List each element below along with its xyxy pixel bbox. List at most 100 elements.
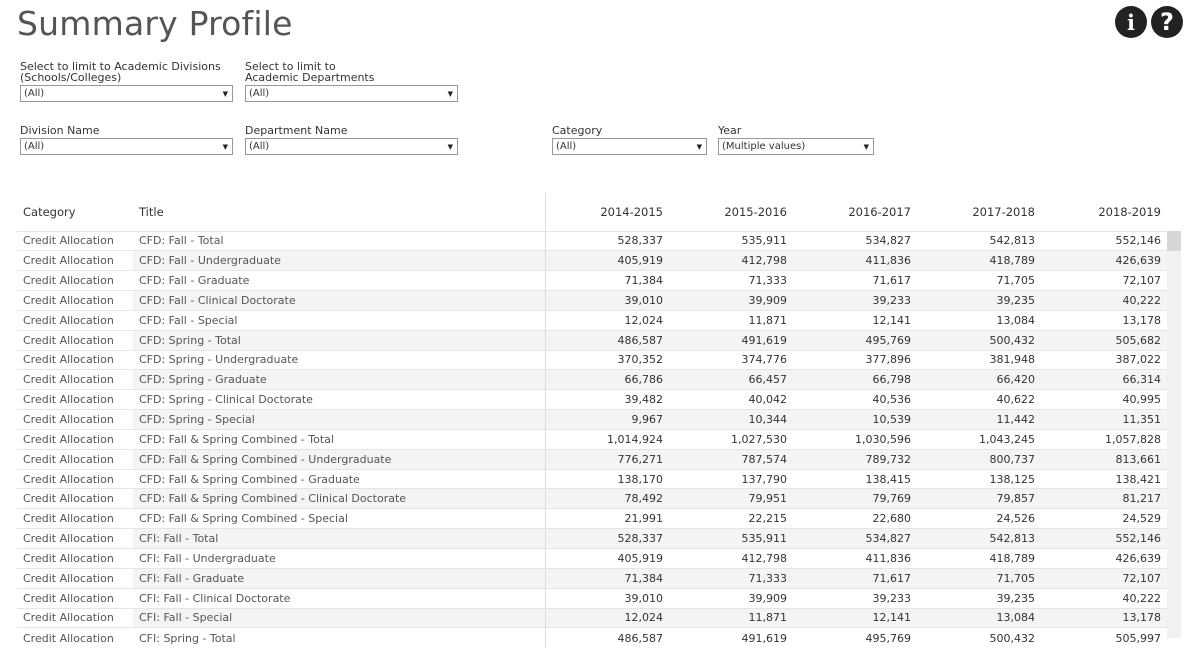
cell-value: 387,022 [1041, 349, 1167, 370]
cell-category: Credit Allocation [17, 349, 133, 370]
cell-value: 13,084 [917, 607, 1041, 628]
table-row[interactable]: Credit Allocation CFD: Spring - Special 9,… [17, 409, 1167, 430]
cell-category: Credit Allocation [17, 468, 133, 489]
table-row[interactable]: Credit Allocation CFD: Spring - Total 486,… [17, 329, 1167, 351]
cell-value: 39,482 [544, 389, 669, 410]
table-row[interactable]: Credit Allocation CFI: Fall - Special 12,0… [17, 607, 1167, 628]
question-circle-icon[interactable]: ? [1151, 6, 1183, 38]
cell-value: 528,337 [544, 528, 669, 549]
cell-category: Credit Allocation [17, 488, 133, 509]
table-row[interactable]: Credit Allocation CFI: Spring - Total 486,… [17, 627, 1167, 648]
cell-value: 11,871 [669, 607, 793, 628]
cell-value: 370,352 [544, 349, 669, 370]
cell-value: 486,587 [544, 329, 669, 351]
table-row[interactable]: Credit Allocation CFI: Fall - Clinical Do… [17, 587, 1167, 609]
cell-title: CFD: Spring - Graduate [133, 369, 545, 390]
cell-value: 552,146 [1041, 528, 1167, 549]
cell-value: 491,619 [669, 329, 793, 351]
cell-value: 22,215 [669, 508, 793, 529]
column-header-category[interactable]: Category [23, 204, 76, 219]
chevron-down-icon: ▼ [447, 89, 453, 98]
table-row[interactable]: Credit Allocation CFI: Fall - Graduate 71,… [17, 567, 1167, 589]
cell-value: 405,919 [544, 548, 669, 569]
cell-title: CFD: Fall - Total [133, 230, 545, 251]
category-dropdown[interactable]: (All) ▼ [552, 138, 707, 155]
table-row[interactable]: Credit Allocation CFD: Fall & Spring Comb… [17, 448, 1167, 470]
scrollbar-thumb[interactable] [1167, 231, 1181, 251]
cell-value: 40,222 [1041, 587, 1167, 609]
cell-value: 72,107 [1041, 270, 1167, 291]
table-row[interactable]: Credit Allocation CFI: Fall - Total 528,33… [17, 528, 1167, 549]
table-body: Credit Allocation CFD: Fall - Total 528,33… [17, 230, 1167, 648]
table-row[interactable]: Credit Allocation CFD: Fall - Special 12,0… [17, 309, 1167, 331]
cell-value: 39,235 [917, 290, 1041, 311]
cell-value: 535,911 [669, 230, 793, 251]
table-row[interactable]: Credit Allocation CFI: Fall - Undergradua… [17, 548, 1167, 569]
cell-value: 21,991 [544, 508, 669, 529]
cell-value: 79,769 [793, 488, 917, 509]
cell-category: Credit Allocation [17, 567, 133, 589]
cell-value: 505,682 [1041, 329, 1167, 351]
cell-value: 71,384 [544, 567, 669, 589]
column-header-2015-2016[interactable]: 2015-2016 [724, 204, 787, 219]
column-header-title[interactable]: Title [139, 204, 164, 219]
cell-title: CFD: Spring - Total [133, 329, 545, 351]
cell-value: 800,737 [917, 448, 1041, 470]
cell-value: 1,043,245 [917, 428, 1041, 450]
cell-value: 1,057,828 [1041, 428, 1167, 450]
division-name-dropdown[interactable]: (All) ▼ [20, 138, 233, 155]
table-row[interactable]: Credit Allocation CFD: Spring - Clinical … [17, 389, 1167, 410]
table-row[interactable]: Credit Allocation CFD: Fall & Spring Comb… [17, 488, 1167, 509]
cell-value: 787,574 [669, 448, 793, 470]
chevron-down-icon: ▼ [447, 142, 453, 151]
cell-title: CFI: Fall - Clinical Doctorate [133, 587, 545, 609]
table-row[interactable]: Credit Allocation CFD: Fall - Clinical Do… [17, 290, 1167, 311]
cell-value: 418,789 [917, 548, 1041, 569]
department-name-label: Department Name [245, 124, 348, 137]
table-row[interactable]: Credit Allocation CFD: Fall & Spring Comb… [17, 508, 1167, 529]
academic-departments-label: Select to limit to Academic Departments [245, 60, 375, 84]
table-row[interactable]: Credit Allocation CFD: Fall - Undergradua… [17, 250, 1167, 271]
table-scrollbar[interactable] [1167, 231, 1181, 638]
cell-value: 552,146 [1041, 230, 1167, 251]
cell-value: 12,141 [793, 607, 917, 628]
academic-divisions-dropdown[interactable]: (All) ▼ [20, 85, 233, 102]
division-name-value: (All) [24, 141, 45, 152]
table-row[interactable]: Credit Allocation CFD: Spring - Undergrad… [17, 349, 1167, 370]
chevron-down-icon: ▼ [696, 142, 702, 151]
cell-category: Credit Allocation [17, 389, 133, 410]
cell-value: 12,024 [544, 309, 669, 331]
column-header-2014-2015[interactable]: 2014-2015 [544, 193, 669, 231]
cell-title: CFD: Fall - Graduate [133, 270, 545, 291]
column-header-2017-2018[interactable]: 2017-2018 [972, 204, 1035, 219]
cell-category: Credit Allocation [17, 548, 133, 569]
cell-value: 71,705 [917, 567, 1041, 589]
cell-title: CFI: Fall - Undergraduate [133, 548, 545, 569]
cell-value: 13,178 [1041, 309, 1167, 331]
year-dropdown[interactable]: (Multiple values) ▼ [718, 138, 874, 155]
cell-category: Credit Allocation [17, 290, 133, 311]
department-name-dropdown[interactable]: (All) ▼ [245, 138, 458, 155]
cell-value: 66,798 [793, 369, 917, 390]
cell-title: CFD: Fall & Spring Combined - Undergradu… [133, 448, 545, 470]
cell-value: 12,024 [544, 607, 669, 628]
cell-title: CFD: Spring - Undergraduate [133, 349, 545, 370]
cell-value: 11,351 [1041, 409, 1167, 430]
cell-value: 542,813 [917, 528, 1041, 549]
page-title: Summary Profile [17, 4, 293, 43]
column-header-2018-2019[interactable]: 2018-2019 [1098, 204, 1161, 219]
academic-departments-dropdown[interactable]: (All) ▼ [245, 85, 458, 102]
table-row[interactable]: Credit Allocation CFD: Fall & Spring Comb… [17, 468, 1167, 489]
cell-value: 535,911 [669, 528, 793, 549]
table-row[interactable]: Credit Allocation CFD: Spring - Graduate 6… [17, 369, 1167, 390]
info-circle-icon[interactable]: i [1115, 6, 1147, 38]
cell-category: Credit Allocation [17, 409, 133, 430]
column-header-2016-2017[interactable]: 2016-2017 [848, 204, 911, 219]
table-row[interactable]: Credit Allocation CFD: Fall & Spring Comb… [17, 428, 1167, 450]
cell-category: Credit Allocation [17, 587, 133, 609]
cell-title: CFD: Spring - Special [133, 409, 545, 430]
cell-value: 13,178 [1041, 607, 1167, 628]
table-row[interactable]: Credit Allocation CFD: Fall - Graduate 71,… [17, 270, 1167, 291]
cell-value: 40,222 [1041, 290, 1167, 311]
table-row[interactable]: Credit Allocation CFD: Fall - Total 528,33… [17, 230, 1167, 251]
